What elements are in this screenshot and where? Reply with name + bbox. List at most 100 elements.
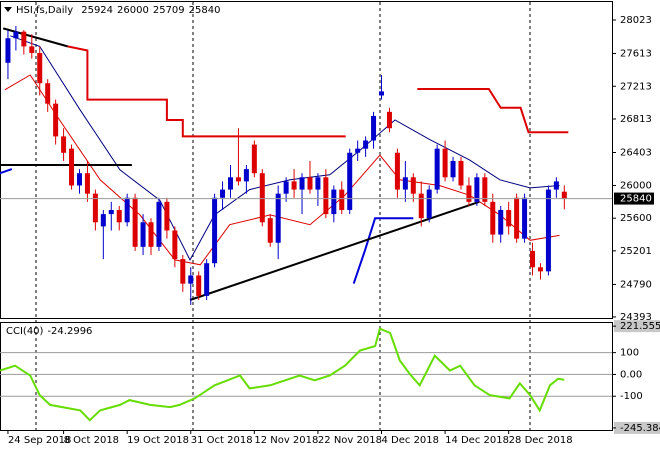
y-tick-label: 24393 bbox=[620, 312, 652, 323]
y2-tick-label: 100 bbox=[620, 348, 639, 359]
indicator-name: CCI(40) bbox=[6, 326, 44, 337]
candle-body bbox=[553, 181, 559, 190]
candle-body bbox=[196, 275, 202, 296]
candle-body bbox=[474, 177, 480, 202]
y-tick-label: 28023 bbox=[620, 15, 652, 26]
candle-body bbox=[498, 210, 504, 235]
candle-body bbox=[379, 91, 385, 96]
y-tick-label: 27613 bbox=[620, 49, 652, 60]
symbol: HSI,fs,Daily bbox=[16, 5, 73, 16]
candle-body bbox=[323, 177, 329, 215]
candle-body bbox=[53, 103, 59, 137]
y2-tick-label: -245.384 bbox=[620, 423, 660, 434]
y-tick-label: 27213 bbox=[620, 81, 652, 92]
tick-label-box bbox=[614, 320, 660, 333]
candle-body bbox=[212, 197, 218, 264]
x-tick-label: 19 Oct 2018 bbox=[127, 435, 189, 446]
candle-body bbox=[76, 173, 82, 186]
period-separators bbox=[35, 2, 531, 430]
x-tick-label: 4 Dec 2018 bbox=[382, 435, 440, 446]
candle-body bbox=[84, 173, 90, 194]
y2-tick-label: 0.00 bbox=[620, 369, 642, 380]
candle-body bbox=[29, 46, 35, 53]
candle-body bbox=[363, 140, 369, 149]
candle-body bbox=[69, 148, 75, 186]
candle-body bbox=[5, 38, 11, 63]
candle-body bbox=[100, 214, 106, 227]
x-tick-label: 31 Oct 2018 bbox=[191, 435, 253, 446]
x-tick-label: 22 Nov 2018 bbox=[318, 435, 382, 446]
candle-body bbox=[442, 148, 448, 178]
y-tick-label: 25600 bbox=[620, 213, 652, 224]
chart-title: HSI,fs,Daily 25924 26000 25709 25840 bbox=[16, 5, 220, 16]
indicator-pane bbox=[0, 322, 613, 431]
last-low: 25709 bbox=[153, 5, 185, 16]
candle-body bbox=[21, 31, 27, 47]
candle-body bbox=[291, 181, 297, 190]
candle-body bbox=[267, 218, 273, 243]
candle-body bbox=[522, 197, 528, 239]
candle-body bbox=[386, 111, 392, 129]
candle-body bbox=[490, 201, 496, 235]
candle-body bbox=[371, 115, 377, 141]
candle-body bbox=[426, 189, 432, 219]
tick-label-box bbox=[614, 421, 660, 434]
indicator-last: -24.2996 bbox=[47, 326, 92, 337]
candle-body bbox=[402, 177, 408, 190]
candle-body bbox=[450, 160, 456, 178]
candle-body bbox=[235, 177, 241, 182]
candle-body bbox=[156, 201, 162, 247]
candle-body bbox=[37, 52, 43, 84]
candle-body bbox=[275, 193, 281, 243]
candle-body bbox=[315, 177, 321, 190]
menu-icon[interactable] bbox=[4, 7, 12, 12]
candle-body bbox=[148, 222, 154, 247]
candle-body bbox=[243, 169, 249, 182]
candle-body bbox=[530, 250, 536, 268]
candle-body bbox=[410, 177, 416, 194]
candle-body bbox=[418, 193, 424, 219]
candle-body bbox=[506, 210, 512, 227]
y2-tick-label: 221.5552 bbox=[620, 321, 660, 332]
last-price-label: 25840 bbox=[620, 194, 652, 205]
candle-body bbox=[355, 148, 361, 153]
x-tick-label: 24 Sep 2018 bbox=[8, 435, 71, 446]
candle-body bbox=[347, 152, 353, 211]
candle-body bbox=[45, 83, 51, 104]
candle-body bbox=[164, 201, 170, 231]
candle-body bbox=[307, 177, 313, 190]
candle-body bbox=[61, 136, 67, 153]
y-tick-label: 26813 bbox=[620, 114, 652, 125]
last-close: 25840 bbox=[189, 5, 221, 16]
candle-body bbox=[259, 173, 265, 223]
y2-tick-label: -100 bbox=[620, 391, 643, 402]
y-tick-label: 25201 bbox=[620, 246, 652, 257]
candle-body bbox=[331, 189, 337, 215]
candle-body bbox=[537, 267, 543, 272]
candle-body bbox=[227, 177, 233, 190]
candle-body bbox=[180, 259, 186, 284]
candle-body bbox=[434, 148, 440, 190]
last-open: 25924 bbox=[81, 5, 113, 16]
candle-body bbox=[116, 210, 122, 223]
candle-body bbox=[339, 189, 345, 211]
candle-body bbox=[124, 197, 130, 223]
candle-body bbox=[251, 144, 257, 174]
line bbox=[2, 27, 68, 48]
candle-body bbox=[92, 193, 98, 223]
last-high: 26000 bbox=[117, 5, 149, 16]
x-tick-label: 14 Dec 2018 bbox=[445, 435, 509, 446]
candle-body bbox=[13, 31, 19, 39]
candle-body bbox=[140, 222, 146, 247]
candle-body bbox=[283, 181, 289, 194]
x-tick-label: 28 Dec 2018 bbox=[509, 435, 573, 446]
price-pane bbox=[0, 1, 613, 319]
candle-body bbox=[299, 177, 305, 190]
candle-body bbox=[220, 189, 226, 198]
candle-body bbox=[482, 177, 488, 202]
candle-body bbox=[132, 197, 138, 247]
y-tick-label: 26000 bbox=[620, 180, 652, 191]
candle-body bbox=[545, 189, 551, 272]
